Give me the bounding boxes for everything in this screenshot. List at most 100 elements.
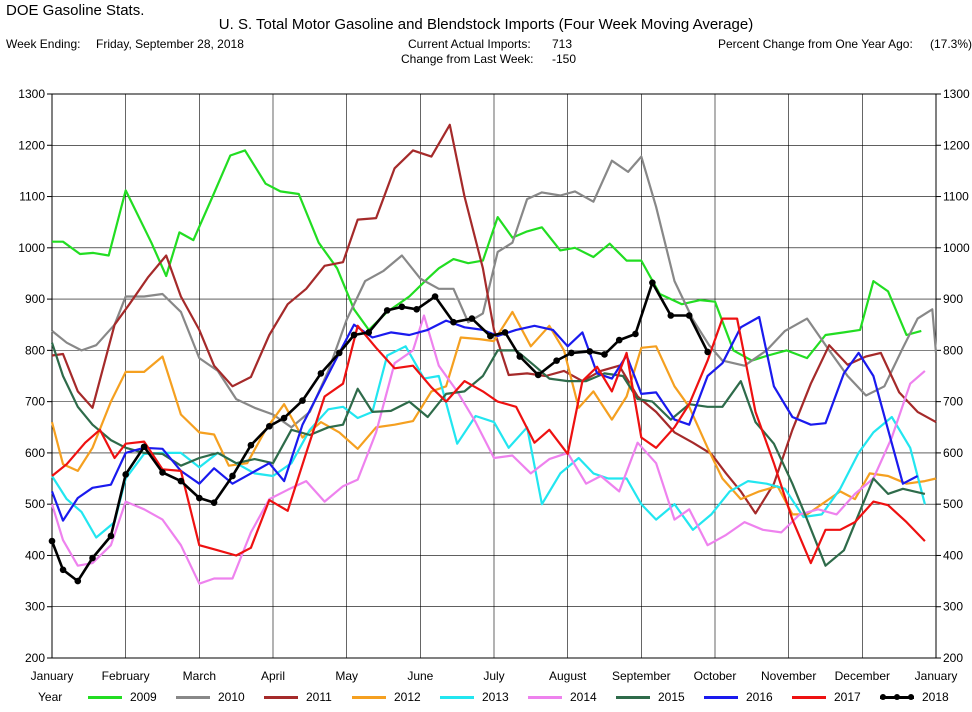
legend-item-2014: 2014	[528, 690, 597, 704]
series-point-2018	[280, 414, 288, 422]
legend-swatch	[352, 695, 386, 699]
legend-item-2013: 2013	[440, 690, 509, 704]
series-point-2018	[229, 472, 236, 480]
series-point-2018	[431, 293, 439, 300]
series-point-2018	[107, 532, 115, 540]
series-point-2018	[586, 348, 594, 355]
series-line-2012	[50, 310, 937, 516]
series-point-2018	[247, 441, 255, 449]
series-line-2013	[51, 345, 926, 539]
y-tick-label-right: 1000	[943, 241, 970, 255]
series-point-2018	[501, 329, 509, 336]
x-tick-label: December	[835, 669, 890, 683]
series-line-2016	[50, 315, 919, 522]
x-tick-label: August	[549, 669, 587, 683]
chart-title: U. S. Total Motor Gasoline and Blendstoc…	[218, 16, 754, 33]
series-point-2018	[615, 336, 623, 344]
y-tick-label-left: 800	[25, 343, 45, 357]
x-tick-label: May	[335, 669, 358, 683]
week-ending-label: Week Ending:	[6, 37, 81, 51]
series-point-2018	[685, 312, 693, 319]
y-tick-label-left: 500	[25, 497, 45, 511]
y-tick-label-left: 1200	[18, 138, 45, 152]
series-point-2018	[398, 303, 406, 311]
series-point-2018	[601, 351, 608, 358]
series-point-2018	[196, 494, 203, 502]
x-tick-label: January	[915, 669, 958, 683]
legend-label: 2017	[834, 690, 861, 704]
legend-swatch	[264, 695, 298, 699]
y-tick-label-left: 1000	[18, 241, 45, 255]
y-tick-label-right: 800	[943, 343, 963, 357]
series-point-2018	[632, 330, 639, 338]
legend-swatch	[528, 695, 562, 699]
series-point-2018	[48, 537, 56, 545]
series-line-2009	[52, 149, 922, 362]
legend-item-2015: 2015	[616, 690, 685, 704]
legend-swatch	[792, 695, 826, 699]
series-point-2018	[350, 331, 358, 339]
x-tick-label: July	[483, 669, 504, 683]
series-point-2018	[553, 357, 560, 364]
series-point-2018	[299, 397, 306, 404]
y-tick-label-right: 400	[943, 548, 963, 562]
y-tick-label-right: 1200	[943, 138, 970, 152]
series-point-2018	[74, 577, 82, 585]
series-point-2018	[413, 306, 420, 313]
x-tick-label: October	[694, 669, 737, 683]
y-tick-label-left: 700	[25, 395, 45, 409]
y-tick-label-right: 600	[943, 446, 963, 460]
x-tick-label: April	[261, 669, 285, 683]
legend-marker	[880, 694, 886, 700]
series-point-2018	[177, 477, 185, 485]
legend-item-2011: 2011	[264, 690, 332, 704]
app-title: DOE Gasoline Stats.	[6, 2, 145, 19]
legend-swatch	[176, 695, 210, 699]
y-tick-label-right: 500	[943, 497, 963, 511]
series-point-2018	[468, 315, 476, 322]
x-tick-label: June	[407, 669, 433, 683]
series-point-2018	[159, 469, 166, 476]
legend-label: 2016	[746, 690, 773, 704]
series-point-2018	[487, 332, 494, 340]
series-point-2018	[140, 443, 148, 451]
series-point-2018	[210, 499, 218, 506]
legend-item-2010: 2010	[176, 690, 245, 704]
current-imports-label: Current Actual Imports:	[408, 37, 531, 51]
series-line-2010	[51, 155, 938, 429]
y-tick-label-left: 1100	[19, 190, 45, 204]
series-line-2011	[51, 123, 937, 515]
legend-label: 2009	[130, 690, 157, 704]
x-tick-label: February	[102, 669, 150, 683]
legend-item-2016: 2016	[704, 690, 773, 704]
legend-label: 2014	[570, 690, 597, 704]
current-imports-value: 713	[552, 37, 573, 51]
y-tick-label-right: 200	[943, 651, 963, 665]
series-point-2018	[516, 353, 524, 360]
percent-change-value: (17.3%)	[930, 37, 972, 51]
legend-item-2009: 2009	[88, 690, 157, 704]
y-tick-label-left: 900	[25, 292, 45, 306]
series-point-2018	[383, 307, 391, 314]
y-tick-label-left: 400	[25, 548, 45, 562]
legend-label: 2013	[482, 690, 509, 704]
x-tick-label: November	[761, 669, 816, 683]
x-tick-label: January	[31, 669, 74, 683]
legend-label: 2018	[922, 690, 949, 704]
change-from-last-week-value: -150	[552, 52, 577, 66]
series-point-2018	[266, 422, 273, 430]
y-tick-label-left: 300	[25, 600, 45, 614]
series-point-2018	[317, 370, 325, 377]
legend-swatch	[704, 695, 738, 699]
series-line-2014	[50, 314, 926, 585]
series-line-2018	[50, 281, 709, 583]
legend-item-2017: 2017	[792, 690, 861, 704]
legend-item-2012: 2012	[352, 690, 421, 704]
y-tick-label-left: 1300	[18, 87, 45, 101]
y-tick-label-right: 1300	[943, 87, 970, 101]
line-chart: 200 200 300 300 400 400 500 500 600 600 700 700 800 8…	[18, 87, 970, 683]
legend-marker	[894, 694, 900, 700]
y-tick-label-left: 600	[25, 446, 45, 460]
y-tick-label-right: 900	[943, 292, 963, 306]
y-tick-label-right: 1100	[943, 190, 969, 204]
